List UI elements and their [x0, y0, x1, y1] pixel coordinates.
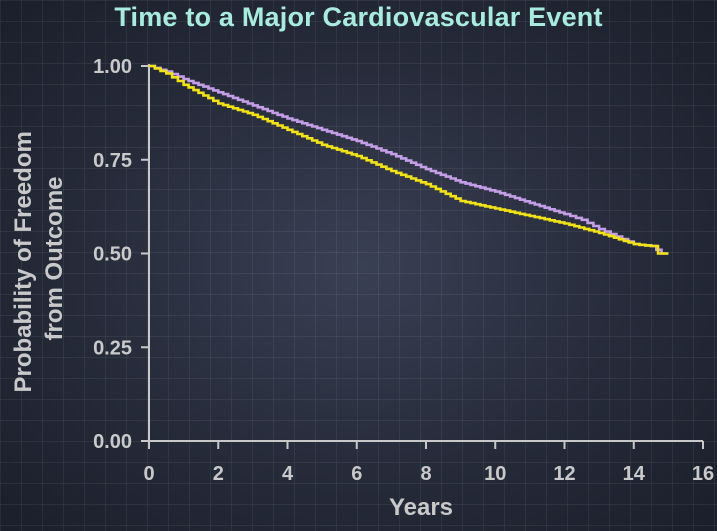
series-layer — [149, 64, 669, 255]
y-tick-label: 0.75 — [93, 150, 132, 172]
y-tick-label: 1.00 — [93, 56, 132, 78]
series-line-2 — [149, 64, 669, 255]
x-tick-label: 14 — [623, 463, 646, 485]
y-tick-label: 0.25 — [93, 337, 132, 359]
y-tick-label: 0.00 — [93, 431, 132, 453]
x-axis-ticks: 0 2 4 6 8 10 12 14 16 — [143, 441, 714, 485]
x-tick-label: 8 — [420, 463, 431, 485]
y-axis-title-line-1: Probability of Freedom — [10, 131, 37, 392]
x-tick-label: 6 — [351, 463, 362, 485]
x-tick-label: 4 — [282, 463, 294, 485]
series-line-1 — [149, 64, 669, 255]
x-tick-label: 12 — [553, 463, 575, 485]
y-axis-title: Probability of Freedom from Outcome — [10, 124, 68, 392]
axes — [148, 64, 703, 442]
x-axis-title: Years — [389, 494, 453, 521]
x-tick-label: 10 — [484, 463, 506, 485]
chart-title: Time to a Major Cardiovascular Event — [114, 2, 603, 32]
x-tick-label: 2 — [213, 463, 224, 485]
y-tick-label: 0.50 — [93, 244, 132, 266]
x-tick-label: 0 — [143, 463, 154, 485]
y-axis-ticks: 0.00 0.25 0.50 0.75 1.00 — [93, 56, 149, 453]
y-axis-title-line-2: from Outcome — [41, 176, 68, 340]
x-tick-label: 16 — [692, 463, 714, 485]
